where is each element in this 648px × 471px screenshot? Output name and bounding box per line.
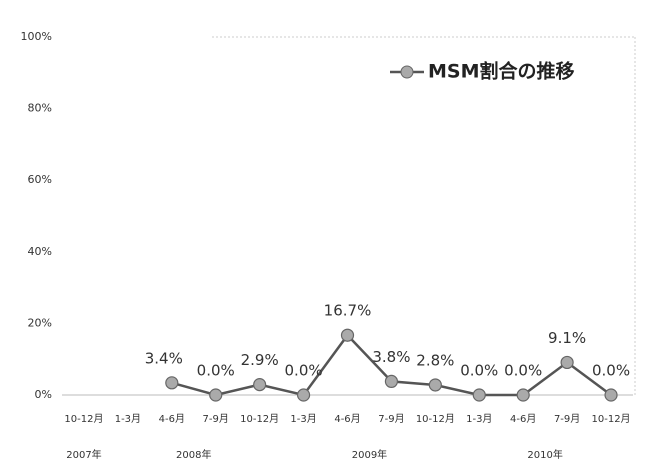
x-group-label: 2009年 [352, 448, 387, 461]
point [472, 388, 486, 402]
point [340, 328, 355, 342]
point [209, 388, 223, 402]
value-label: 0.0% [197, 362, 235, 380]
y-tick-label: 60% [28, 173, 52, 186]
value-label: 9.1% [548, 329, 586, 347]
y-tick-label: 20% [28, 316, 52, 329]
value-label: 0.0% [504, 362, 542, 380]
x-tick-label: 4-6月 [334, 413, 360, 425]
x-tick-label: 10-12月 [240, 413, 279, 425]
value-label: 0.0% [460, 362, 498, 380]
x-tick-label: 7-9月 [203, 413, 229, 425]
x-tick-label: 1-3月 [290, 413, 316, 425]
point [604, 388, 618, 402]
point [384, 374, 399, 388]
x-group-label: 2007年 [66, 448, 101, 461]
value-label: 2.8% [416, 351, 454, 369]
x-tick-label: 10-12月 [64, 413, 103, 425]
legend-marker [400, 65, 414, 79]
legend-label: MSM割合の推移 [428, 60, 575, 83]
y-tick-label: 0% [35, 388, 52, 401]
x-tick-label: 7-9月 [378, 413, 404, 425]
point [253, 378, 267, 392]
x-tick-label: 4-6月 [159, 413, 185, 425]
point [428, 378, 442, 392]
value-label: 0.0% [592, 362, 630, 380]
value-label: 3.8% [372, 348, 410, 366]
x-group-label: 2010年 [527, 448, 562, 461]
value-label: 3.4% [145, 349, 183, 367]
x-tick-label: 1-3月 [115, 413, 141, 425]
value-label: 2.9% [241, 351, 279, 369]
point [560, 355, 574, 370]
point [165, 376, 179, 390]
x-group-label: 2008年 [176, 448, 211, 461]
x-tick-label: 4-6月 [510, 413, 536, 425]
x-tick-label: 10-12月 [416, 413, 455, 425]
x-tick-label: 7-9月 [554, 413, 580, 425]
x-tick-label: 1-3月 [466, 413, 492, 425]
value-label: 0.0% [285, 362, 323, 380]
x-tick-label: 10-12月 [592, 413, 631, 425]
value-label: 16.7% [324, 302, 372, 320]
point [516, 388, 530, 402]
point [296, 388, 311, 402]
y-tick-label: 80% [28, 102, 52, 115]
y-tick-label: 40% [28, 245, 52, 258]
y-tick-label: 100% [21, 30, 52, 43]
